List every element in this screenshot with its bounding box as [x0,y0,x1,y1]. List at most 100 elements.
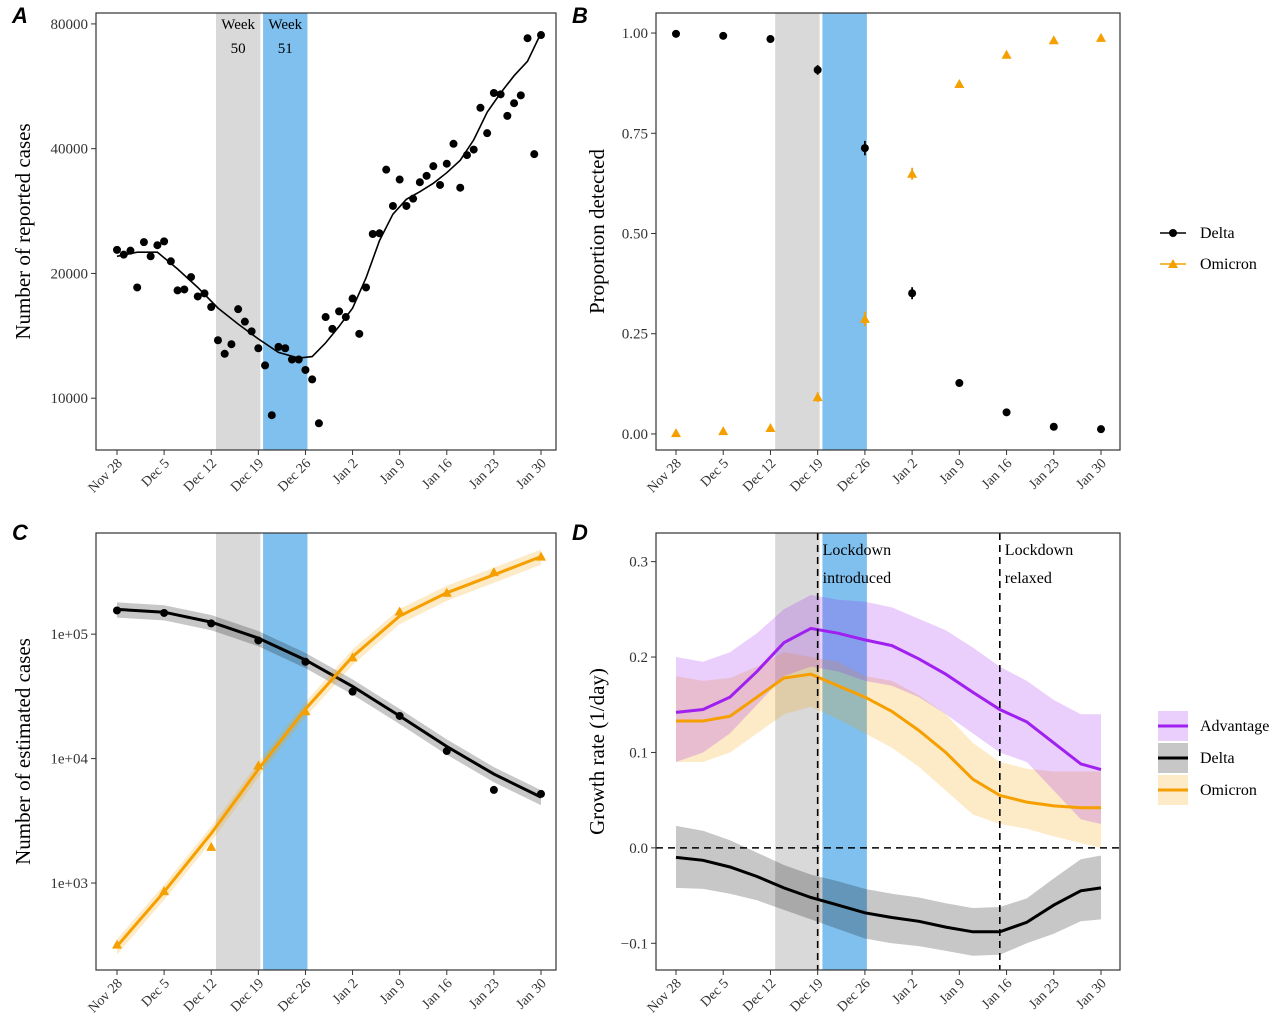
y-tick-label: 1.00 [622,26,648,42]
x-tick-label: Nov 28 [645,976,685,1016]
plot-area [113,13,545,450]
y-tick-label: 0.00 [622,427,648,443]
reported-case-point [207,302,216,311]
plot-frame [655,12,1121,451]
reported-case-point [220,349,229,358]
panel-letter: A [11,3,28,28]
y-tick-label: 40000 [51,142,89,158]
x-tick-label: Jan 16 [979,456,1015,492]
reported-case-point [153,241,162,250]
delta-proportion-point [766,35,775,44]
delta-estimate-point [442,747,451,756]
legend-label: Advantage [1200,718,1269,735]
y-tick-label: 1e+04 [50,752,88,768]
x-tick-label: Jan 9 [937,456,968,487]
reported-case-point [530,150,539,159]
legend-key-marker [1168,259,1178,268]
reported-case-point [314,419,323,428]
delta-proportion-point [1049,422,1058,431]
y-tick-label: 1e+05 [50,627,88,643]
plot-area [656,533,1120,970]
week-50-shade [215,13,261,450]
legend-panel-b: Delta Omicron [1160,225,1257,273]
y-tick-label: 0.3 [629,555,648,571]
legend-label: Omicron [1200,782,1257,799]
x-tick-label: Dec 26 [275,456,314,495]
omicron-estimate-point [206,841,217,851]
delta-proportion-point [672,29,680,38]
omicron-estimate-point [441,587,452,597]
reported-case-point [294,355,303,364]
week-label-number: 51 [278,41,293,57]
reported-case-point [341,313,350,322]
x-tick-label: Dec 5 [698,456,732,490]
x-tick-label: Jan 16 [419,456,455,492]
delta-proportion-point [955,379,964,388]
legend-key-marker [1169,229,1177,237]
reported-case-point [281,344,290,353]
x-tick-label: Dec 5 [139,976,173,1010]
delta-proportion-point [813,65,822,74]
delta-estimate-point [301,657,310,666]
delta-growth-line [675,855,1102,934]
reported-case-point [523,34,532,43]
reported-case-point [180,285,189,294]
reported-case-point [146,252,155,261]
x-tick-label: Jan 23 [467,976,503,1012]
reported-case-point [274,342,283,351]
x-tick-label: Jan 30 [1074,456,1110,492]
y-axis-title: Proportion detected [585,148,609,314]
y-tick-label: 0.0 [629,841,648,857]
week-label: Week [221,17,255,33]
delta-estimate-point [254,636,263,645]
lockdown-annotation: Lockdown [1005,542,1073,559]
delta-proportion-point [719,31,728,40]
reported-case-point [126,246,135,255]
reported-case-point [173,286,182,295]
x-tick-label: Jan 9 [377,976,408,1007]
omicron-growth-line [676,672,1101,810]
advantage-ci-band [676,595,1101,824]
x-tick-label: Nov 28 [86,456,126,496]
x-tick-label: Dec 26 [835,976,874,1015]
reported-case-point [308,375,317,384]
reported-case-point [227,340,236,349]
reported-case-point [368,230,377,239]
delta-proportion-point [908,289,917,298]
x-tick-label: Jan 2 [330,456,361,487]
omicron-estimate-point [300,706,311,716]
delta-estimate-point [537,789,545,798]
x-tick-label: Jan 2 [890,976,921,1007]
x-tick-label: Jan 2 [330,976,361,1007]
reported-case-point [395,175,404,184]
reported-case-point [355,329,364,338]
plot-frame [655,532,1121,971]
omicron-proportion-point [859,313,870,323]
plot-frame [95,532,557,971]
reported-case-point [139,238,148,247]
omicron-proportion-point [1096,32,1106,42]
legend-label: Omicron [1200,256,1257,273]
week-50-shade [215,533,261,970]
omicron-ci-band [676,652,1101,848]
omicron-estimate-point [159,886,170,896]
reported-case-point [382,165,391,174]
reported-case-point [247,327,256,336]
reported-case-point [503,111,512,120]
reported-case-point [436,180,445,189]
y-tick-label: 0.50 [622,227,648,243]
legend-label: Delta [1200,225,1235,242]
reported-case-point [489,89,498,98]
x-tick-label: Nov 28 [645,456,685,496]
delta-estimate-point [395,711,404,720]
reported-case-point [462,151,471,160]
delta-proportion-point [860,144,869,153]
reported-case-point [429,162,438,171]
x-tick-label: Jan 16 [419,976,455,1012]
reported-case-point [254,344,263,353]
reported-case-point [469,145,478,154]
reported-case-point [133,283,142,292]
reported-case-point [240,317,249,326]
delta-ci-band [676,825,1101,956]
